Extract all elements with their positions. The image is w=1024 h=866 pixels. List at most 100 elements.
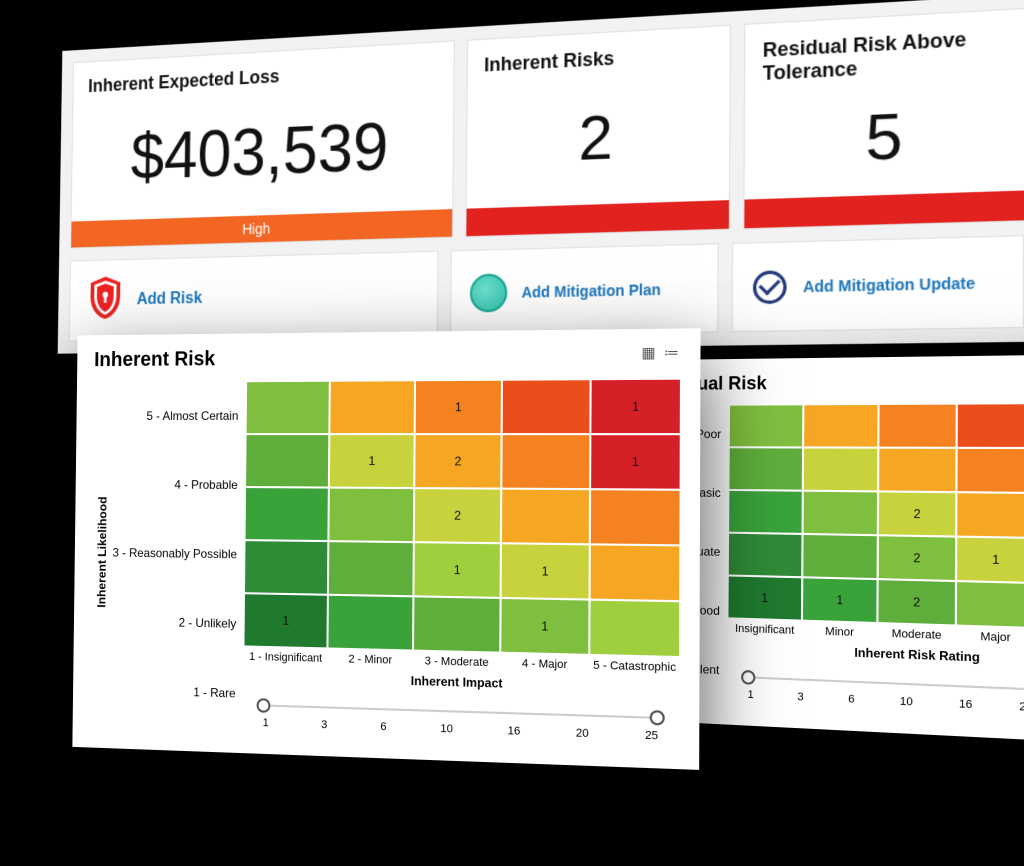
check-circle-icon: [753, 270, 787, 304]
heatmap-cell[interactable]: 1: [802, 577, 878, 623]
action-label: Add Risk: [137, 289, 203, 309]
shield-icon: [86, 274, 124, 326]
heatmap-cell[interactable]: 1: [415, 380, 502, 434]
heatmap-cell[interactable]: [590, 489, 681, 545]
heatmap-cell[interactable]: [329, 488, 415, 543]
heatmap-cell[interactable]: [590, 544, 681, 601]
slider-tick-label: 3: [321, 719, 327, 732]
heatmap-cell[interactable]: [729, 404, 803, 447]
heatmap-cell[interactable]: [246, 381, 330, 434]
heatmap-cell[interactable]: [501, 489, 590, 545]
slider-thumb-high[interactable]: [650, 710, 665, 726]
slider-tick-label: 16: [508, 725, 521, 738]
slider-labels: 13610162025: [263, 717, 659, 743]
metric-value: 5: [744, 79, 1024, 199]
slider-tick-label: 20: [1019, 701, 1024, 715]
slider-thumb-low[interactable]: [257, 698, 271, 713]
heatmap-cell[interactable]: 2: [878, 491, 956, 536]
heatmap-cell[interactable]: [957, 403, 1024, 448]
heatmap-cell[interactable]: [956, 492, 1024, 538]
metric-value: $403,539: [72, 85, 454, 222]
y-tick-label: 5 - Almost Certain: [114, 389, 239, 442]
slider-tick-label: 6: [848, 693, 855, 706]
heatmap-cell[interactable]: 2: [878, 579, 956, 625]
metrics-row: Inherent Expected Loss $403,539 High Inh…: [70, 0, 1024, 249]
slider-tick-label: 25: [645, 729, 658, 742]
heatmap-row: 2: [728, 490, 1024, 539]
metric-inherent-expected-loss: Inherent Expected Loss $403,539 High: [70, 40, 454, 248]
heatmap-row: 11: [244, 593, 680, 657]
heatmap-row: 121: [245, 434, 680, 490]
metric-value: 2: [466, 71, 729, 209]
slider-track: [263, 704, 658, 718]
inherent-risk-heatmap-panel: Inherent Risk ▦ ≔ Inherent Likelihood 5 …: [72, 328, 700, 770]
slider-tick-label: 3: [797, 691, 803, 704]
heatmap-grid[interactable]: 1112121111 1 - Insignificant2 - Minor3 -…: [243, 379, 681, 744]
kpi-panel: Inherent Expected Loss $403,539 High Inh…: [58, 0, 1024, 354]
slider-tick-label: 16: [959, 698, 972, 711]
y-ticks: 5 - Almost Certain4 - Probable3 - Reason…: [110, 381, 246, 728]
heatmap-title: Residual Risk: [649, 369, 1024, 395]
heatmap-cell[interactable]: 2: [414, 488, 501, 543]
action-label: Add Mitigation Update: [803, 273, 975, 295]
heatmap-cell[interactable]: [729, 447, 803, 490]
heatmap-cell[interactable]: [245, 487, 329, 541]
x-axis-label: Inherent Impact: [243, 669, 679, 696]
slider-tick-label: 10: [440, 723, 453, 736]
heatmap-cell[interactable]: [328, 541, 414, 596]
x-tick-label: Major: [956, 630, 1024, 646]
heatmap-cell[interactable]: [328, 595, 414, 651]
slider-thumb-low[interactable]: [741, 670, 755, 685]
slider-tick-label: 1: [263, 717, 269, 730]
y-axis-label: Inherent Likelihood: [90, 382, 115, 724]
heatmap-cell[interactable]: 2: [414, 434, 501, 489]
heatmap-cell[interactable]: 1: [244, 593, 328, 648]
y-tick-label: 4 - Probable: [113, 458, 238, 511]
slider-tick-label: 20: [576, 727, 589, 740]
heatmap-cell[interactable]: 1: [500, 598, 589, 655]
heatmap-cell[interactable]: 1: [956, 537, 1024, 583]
x-tick-label: Moderate: [878, 627, 956, 642]
heatmap-row: [729, 447, 1024, 493]
add-mitigation-update-button[interactable]: Add Mitigation Update: [732, 235, 1024, 332]
y-tick-label: 2 - Unlikely: [111, 595, 236, 651]
heatmap-cell[interactable]: 1: [590, 379, 681, 435]
heatmap-cell[interactable]: 1: [590, 434, 681, 490]
heatmap-cell[interactable]: [589, 600, 680, 658]
x-tick-label: 4 - Major: [500, 657, 589, 672]
heatmap-range-slider[interactable]: 13610162025: [727, 669, 1024, 718]
heatmap-cell[interactable]: [802, 534, 878, 579]
x-tick-label: 2 - Minor: [328, 653, 414, 668]
heatmap-cell[interactable]: 1: [414, 542, 501, 598]
heatmap-cell[interactable]: [803, 404, 879, 448]
y-tick-label: 1 - Rare: [111, 663, 236, 720]
heatmap-cell[interactable]: [728, 533, 802, 578]
heatmap-grid[interactable]: 2212112 InsignificantMinorModerateMajorC…: [727, 403, 1024, 718]
heatmap-cell[interactable]: [245, 434, 329, 487]
heatmap-cell[interactable]: 1: [728, 575, 802, 620]
heatmap-cell[interactable]: 2: [878, 535, 956, 581]
metric-title: Residual Risk Above Tolerance: [745, 9, 1024, 93]
x-tick-label: Minor: [802, 625, 878, 640]
heatmap-range-slider[interactable]: 13610162025: [243, 698, 680, 744]
heatmap-cell[interactable]: [502, 379, 591, 434]
add-risk-button[interactable]: Add Risk: [69, 251, 438, 342]
heatmap-cell[interactable]: [879, 448, 957, 493]
heatmap-toolbar[interactable]: ▦ ≔: [641, 343, 681, 361]
heatmap-cell[interactable]: [413, 596, 501, 652]
heatmap-cell[interactable]: [728, 490, 802, 534]
heatmap-row: 11: [246, 379, 681, 435]
heatmap-cell[interactable]: [501, 434, 590, 489]
heatmap-cell[interactable]: [802, 491, 878, 536]
heatmap-cell[interactable]: [879, 404, 957, 448]
heatmap-cell[interactable]: [956, 581, 1024, 628]
heatmap-cell[interactable]: [956, 448, 1024, 493]
heatmap-cell[interactable]: 1: [501, 543, 590, 599]
metric-inherent-risks: Inherent Risks 2: [465, 25, 731, 238]
heatmap-cell[interactable]: [330, 380, 416, 434]
heatmap-cell[interactable]: [803, 447, 879, 491]
heatmap-cell[interactable]: 1: [329, 434, 415, 488]
add-mitigation-plan-button[interactable]: Add Mitigation Plan: [450, 243, 720, 336]
heatmap-cell[interactable]: [244, 540, 328, 595]
slider-tick-label: 1: [747, 689, 753, 702]
